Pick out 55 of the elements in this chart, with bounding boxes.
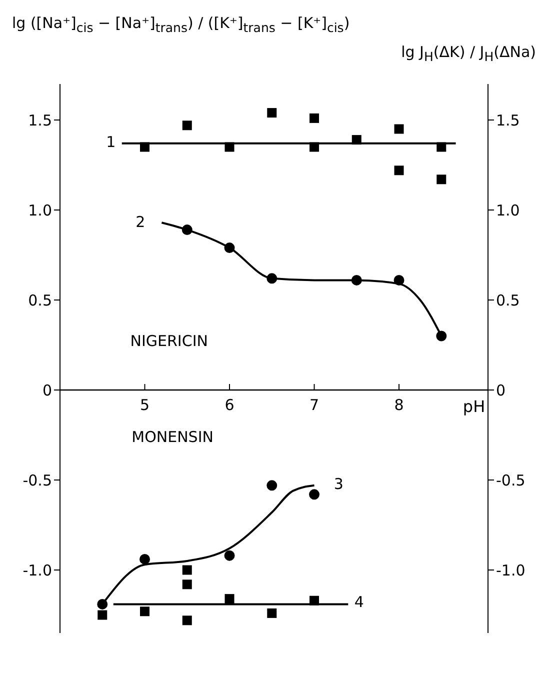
point	[436, 142, 446, 152]
annotation: 4	[354, 593, 364, 612]
x-tick-label: 5	[140, 396, 150, 414]
text: lg ([Na⁺]$_{cis}$ − [Na⁺]$_{trans}$) / ([K⁺]$_{trans}$ − [K⁺]$_{cis}$)	[12, 14, 350, 35]
point	[97, 598, 108, 610]
x-axis-title: pH	[462, 397, 486, 416]
point	[140, 606, 150, 616]
point	[436, 174, 446, 184]
point	[224, 594, 234, 604]
y-tick-label: 1.0	[28, 201, 52, 220]
y2-tick-label: 1.5	[496, 111, 520, 130]
point	[267, 608, 277, 618]
point	[436, 330, 447, 342]
point	[310, 113, 320, 123]
point	[394, 166, 404, 176]
y-tick-label: 0.5	[28, 291, 52, 310]
point	[98, 610, 108, 620]
annotation: 3	[334, 474, 344, 493]
y-tick-label: -0.5	[22, 471, 52, 490]
point	[394, 274, 404, 286]
point	[140, 142, 150, 152]
point	[310, 142, 320, 152]
point	[352, 135, 362, 145]
point	[182, 224, 192, 236]
point	[224, 242, 235, 254]
point	[394, 124, 404, 134]
y2-tick-label: -1.0	[496, 561, 526, 580]
point	[182, 565, 192, 575]
annotation: NIGERICIN	[130, 332, 208, 350]
y2-tick-label: 1.0	[496, 201, 520, 220]
point	[182, 616, 192, 626]
annotation: MONENSIN	[132, 428, 214, 446]
x-tick-label: 6	[224, 396, 234, 414]
point	[267, 108, 277, 118]
point	[310, 596, 320, 606]
point	[182, 580, 192, 590]
y2-axis-title: lg J$_{H}$(ΔK) / J$_{H}$(ΔNa)	[400, 43, 536, 64]
y2-tick-label: -0.5	[496, 471, 526, 490]
y2-tick-label: 0	[496, 381, 506, 400]
point	[224, 550, 235, 561]
x-tick-label: 8	[394, 396, 404, 414]
annotation: 2	[136, 213, 146, 232]
y-tick-label: -1.0	[22, 561, 52, 580]
y-tick-label: 0	[42, 381, 52, 400]
point	[309, 489, 320, 500]
y-tick-label: 1.5	[28, 111, 52, 130]
point	[351, 274, 362, 286]
point	[266, 480, 278, 491]
point	[224, 142, 234, 152]
x-tick-label: 7	[309, 396, 320, 414]
point	[266, 273, 278, 284]
y2-tick-label: 0.5	[496, 291, 520, 310]
point	[140, 554, 150, 564]
point	[182, 120, 192, 130]
annotation: 1	[106, 132, 116, 151]
